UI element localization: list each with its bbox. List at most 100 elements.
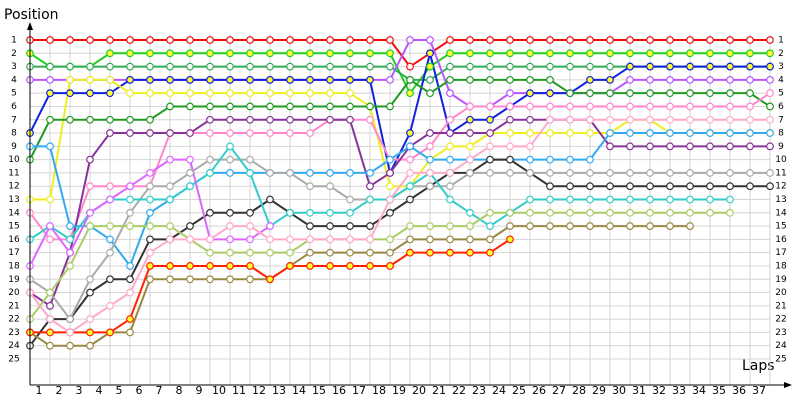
point [46, 341, 54, 350]
point [666, 49, 674, 58]
x-tick-label: 33 [672, 384, 686, 397]
x-tick-label: 19 [392, 384, 406, 397]
point [326, 182, 334, 191]
point [626, 129, 634, 137]
point [186, 89, 194, 98]
point [366, 235, 374, 244]
point [526, 62, 534, 71]
point [406, 222, 414, 230]
point [366, 36, 374, 44]
point [726, 49, 734, 58]
point [666, 36, 674, 44]
point [346, 235, 354, 244]
point [746, 102, 754, 111]
point [366, 262, 374, 270]
point [606, 49, 614, 58]
point [546, 129, 554, 137]
point [766, 169, 774, 177]
point [46, 115, 54, 124]
point [626, 195, 634, 204]
point [286, 129, 294, 137]
point [426, 36, 434, 44]
point [426, 62, 434, 71]
point [526, 102, 534, 111]
point [46, 235, 54, 244]
point [166, 89, 174, 98]
point [686, 142, 694, 151]
point [186, 36, 194, 44]
point [506, 222, 514, 230]
point [66, 115, 74, 124]
point [46, 142, 54, 151]
point [246, 275, 254, 284]
point [606, 142, 614, 151]
point [566, 208, 574, 217]
point [546, 36, 554, 44]
point [146, 36, 154, 44]
point [406, 36, 414, 44]
x-tick-label: 15 [312, 384, 326, 397]
point [646, 115, 654, 124]
point [286, 75, 294, 84]
y-tick-label: 8 [11, 129, 17, 139]
x-tick-label: 7 [156, 384, 163, 397]
x-tick-label: 32 [652, 384, 666, 397]
point [346, 169, 354, 177]
point [566, 169, 574, 177]
point [406, 155, 414, 164]
point [566, 155, 574, 164]
y-tick-label: 18 [8, 261, 20, 271]
point [206, 36, 214, 44]
point [246, 62, 254, 71]
point [726, 62, 734, 71]
point [566, 129, 574, 137]
point [206, 49, 214, 58]
point [466, 129, 474, 137]
point [506, 49, 514, 58]
point [326, 169, 334, 177]
point [526, 49, 534, 58]
point [226, 102, 234, 111]
point [366, 75, 374, 84]
y-tick-label: 1 [11, 36, 17, 46]
point [486, 62, 494, 71]
x-tick-label: 12 [252, 384, 266, 397]
point [546, 208, 554, 217]
point [66, 75, 74, 84]
y-tick-label: 20 [8, 288, 20, 298]
point [706, 49, 714, 58]
point [306, 102, 314, 111]
point [606, 208, 614, 217]
point [646, 222, 654, 230]
point [706, 115, 714, 124]
point [286, 208, 294, 217]
point [46, 315, 54, 324]
point [266, 36, 274, 44]
point [126, 62, 134, 71]
point [146, 235, 154, 244]
y-tick-label-right: 16 [775, 235, 787, 245]
point [406, 75, 414, 84]
point [586, 75, 594, 84]
point [166, 195, 174, 204]
series-line [30, 65, 770, 81]
point [286, 235, 294, 244]
point [446, 75, 454, 84]
point [346, 102, 354, 111]
point [206, 235, 214, 244]
point [626, 169, 634, 177]
point [326, 248, 334, 257]
point [586, 36, 594, 44]
y-axis-title: Position [4, 7, 59, 23]
y-tick-label-right: 3 [778, 62, 784, 72]
point [46, 222, 54, 230]
x-tick-label: 27 [552, 384, 566, 397]
y-tick-label-right: 8 [778, 129, 784, 139]
point [186, 155, 194, 164]
y-tick-label: 15 [8, 222, 19, 232]
point [706, 169, 714, 177]
point [166, 235, 174, 244]
point [446, 89, 454, 98]
point [586, 182, 594, 191]
point [386, 36, 394, 44]
